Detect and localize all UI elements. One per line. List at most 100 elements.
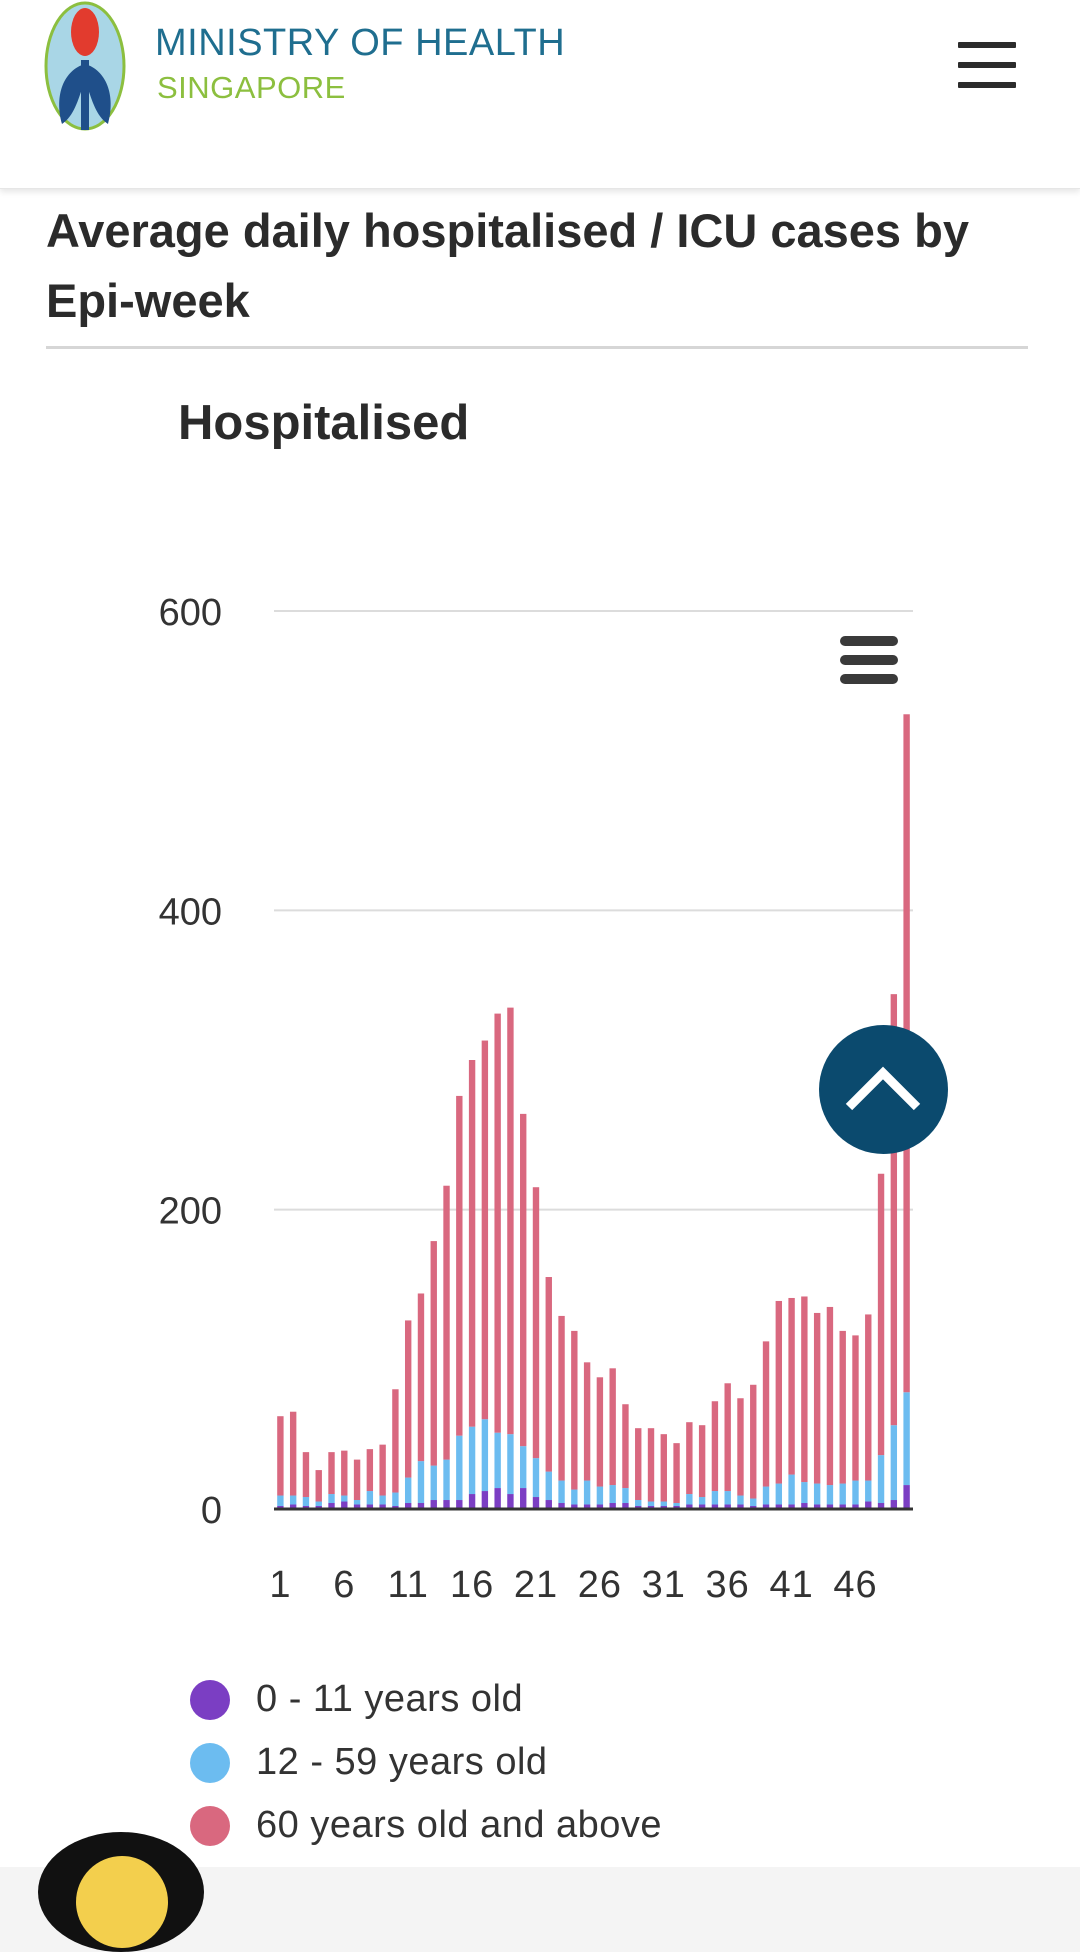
legend-item-age-12-59[interactable]: 12 - 59 years old bbox=[190, 1731, 662, 1794]
bar-segment bbox=[686, 1494, 693, 1505]
bar-segment bbox=[801, 1503, 808, 1509]
bar-segment bbox=[353, 1504, 361, 1509]
bar-segment bbox=[647, 1428, 655, 1502]
bar-segment bbox=[826, 1504, 834, 1509]
bar-segment bbox=[456, 1435, 463, 1501]
bar-segment bbox=[392, 1492, 399, 1507]
bar-segment bbox=[737, 1398, 744, 1496]
bar-segment bbox=[839, 1483, 846, 1505]
legend-label: 0 - 11 years old bbox=[256, 1678, 524, 1720]
bar-segment bbox=[583, 1504, 591, 1509]
hamburger-menu-icon[interactable] bbox=[958, 42, 1016, 88]
bar-segment bbox=[328, 1494, 335, 1504]
bar-segment bbox=[813, 1312, 821, 1484]
bar-segment bbox=[762, 1504, 770, 1509]
bar-segment bbox=[328, 1452, 335, 1495]
legend-item-age-60-plus[interactable]: 60 years old and above bbox=[190, 1794, 662, 1857]
bar-segment bbox=[366, 1504, 374, 1509]
title-divider bbox=[46, 346, 1028, 349]
bar-segment bbox=[468, 1060, 476, 1427]
bar-segment bbox=[877, 1503, 885, 1509]
bar-segment bbox=[583, 1362, 591, 1481]
bar-segment bbox=[865, 1501, 872, 1509]
bar-segment bbox=[468, 1494, 476, 1509]
bar-segment bbox=[520, 1446, 527, 1489]
bar-segment bbox=[302, 1497, 310, 1507]
bar-segment bbox=[737, 1504, 744, 1509]
bar-segment bbox=[379, 1495, 386, 1505]
bar-segment bbox=[417, 1503, 425, 1509]
bar-segment bbox=[673, 1503, 680, 1507]
bar-segment bbox=[609, 1368, 616, 1486]
floating-chat-button[interactable] bbox=[38, 1832, 204, 1952]
bar-segment bbox=[622, 1404, 629, 1489]
bar-segment bbox=[443, 1459, 450, 1501]
bar-segment bbox=[762, 1341, 770, 1487]
brand-name: MINISTRY OF HEALTH bbox=[155, 22, 566, 64]
x-tick-label: 41 bbox=[769, 1564, 813, 1606]
x-tick-label: 1 bbox=[269, 1564, 291, 1606]
bar-segment bbox=[571, 1489, 578, 1505]
bar-segment bbox=[890, 994, 898, 1426]
bar-segment bbox=[839, 1330, 846, 1484]
bar-segment bbox=[890, 1425, 898, 1501]
section-title: Average daily hospitalised / ICU cases b… bbox=[46, 204, 969, 327]
bar-segment bbox=[660, 1434, 667, 1502]
bar-segment bbox=[711, 1401, 719, 1492]
bar-segment bbox=[507, 1494, 514, 1509]
x-tick-label: 11 bbox=[387, 1564, 428, 1606]
chat-avatar-icon bbox=[76, 1856, 168, 1948]
bar-segment bbox=[404, 1477, 412, 1504]
legend-item-age-0-11[interactable]: 0 - 11 years old bbox=[190, 1668, 662, 1731]
hamburger-line bbox=[958, 42, 1016, 48]
bar-segment bbox=[673, 1443, 680, 1504]
bar-segment bbox=[890, 1500, 898, 1509]
bar-segment bbox=[315, 1501, 322, 1507]
bar-segment bbox=[494, 1013, 501, 1433]
bar-segment bbox=[481, 1491, 489, 1509]
bar-segment bbox=[609, 1503, 616, 1509]
bar-segment bbox=[724, 1504, 731, 1509]
bar-segment bbox=[532, 1458, 540, 1498]
bar-segment bbox=[711, 1491, 719, 1505]
bar-segment bbox=[404, 1503, 412, 1509]
bar-segment bbox=[277, 1416, 284, 1496]
chart-menu-icon[interactable] bbox=[840, 636, 898, 684]
bar-segment bbox=[826, 1306, 834, 1486]
bar-segment bbox=[622, 1503, 629, 1509]
bar-segment bbox=[481, 1419, 489, 1492]
bar-segment bbox=[801, 1482, 808, 1504]
x-tick-label: 6 bbox=[333, 1564, 355, 1606]
bar-segment bbox=[635, 1500, 642, 1507]
bar-segment bbox=[750, 1498, 757, 1507]
y-tick-label: 600 bbox=[159, 592, 222, 634]
bar-segment bbox=[366, 1449, 374, 1492]
bar-segment bbox=[379, 1504, 386, 1509]
bar-segment bbox=[813, 1483, 821, 1505]
brand-country: SINGAPORE bbox=[157, 70, 346, 105]
bar-segment bbox=[852, 1335, 859, 1481]
legend-swatch bbox=[190, 1805, 230, 1846]
bar-segment bbox=[813, 1504, 821, 1509]
bar-segment bbox=[788, 1504, 795, 1509]
chart-title: Hospitalised bbox=[178, 396, 470, 450]
bar-segment bbox=[341, 1501, 348, 1509]
x-tick-label: 16 bbox=[450, 1564, 494, 1606]
bar-segment bbox=[571, 1330, 578, 1490]
bar-segment bbox=[494, 1432, 501, 1489]
moh-logo-icon[interactable] bbox=[44, 0, 126, 134]
scroll-to-top-button[interactable] bbox=[819, 1025, 948, 1154]
bar-segment bbox=[686, 1504, 693, 1509]
legend-label: 12 - 59 years old bbox=[256, 1741, 548, 1783]
bar-segment bbox=[392, 1389, 399, 1493]
bar-segment bbox=[341, 1450, 348, 1496]
chart-legend: 0 - 11 years old 12 - 59 years old 60 ye… bbox=[190, 1668, 662, 1857]
bar-segment bbox=[507, 1434, 514, 1495]
chart-menu-line bbox=[840, 655, 898, 665]
bar-segment bbox=[877, 1173, 885, 1456]
bar-segment bbox=[558, 1315, 565, 1481]
bar-segment bbox=[468, 1426, 476, 1495]
bar-segment bbox=[698, 1504, 706, 1509]
bar-segment bbox=[353, 1459, 361, 1501]
